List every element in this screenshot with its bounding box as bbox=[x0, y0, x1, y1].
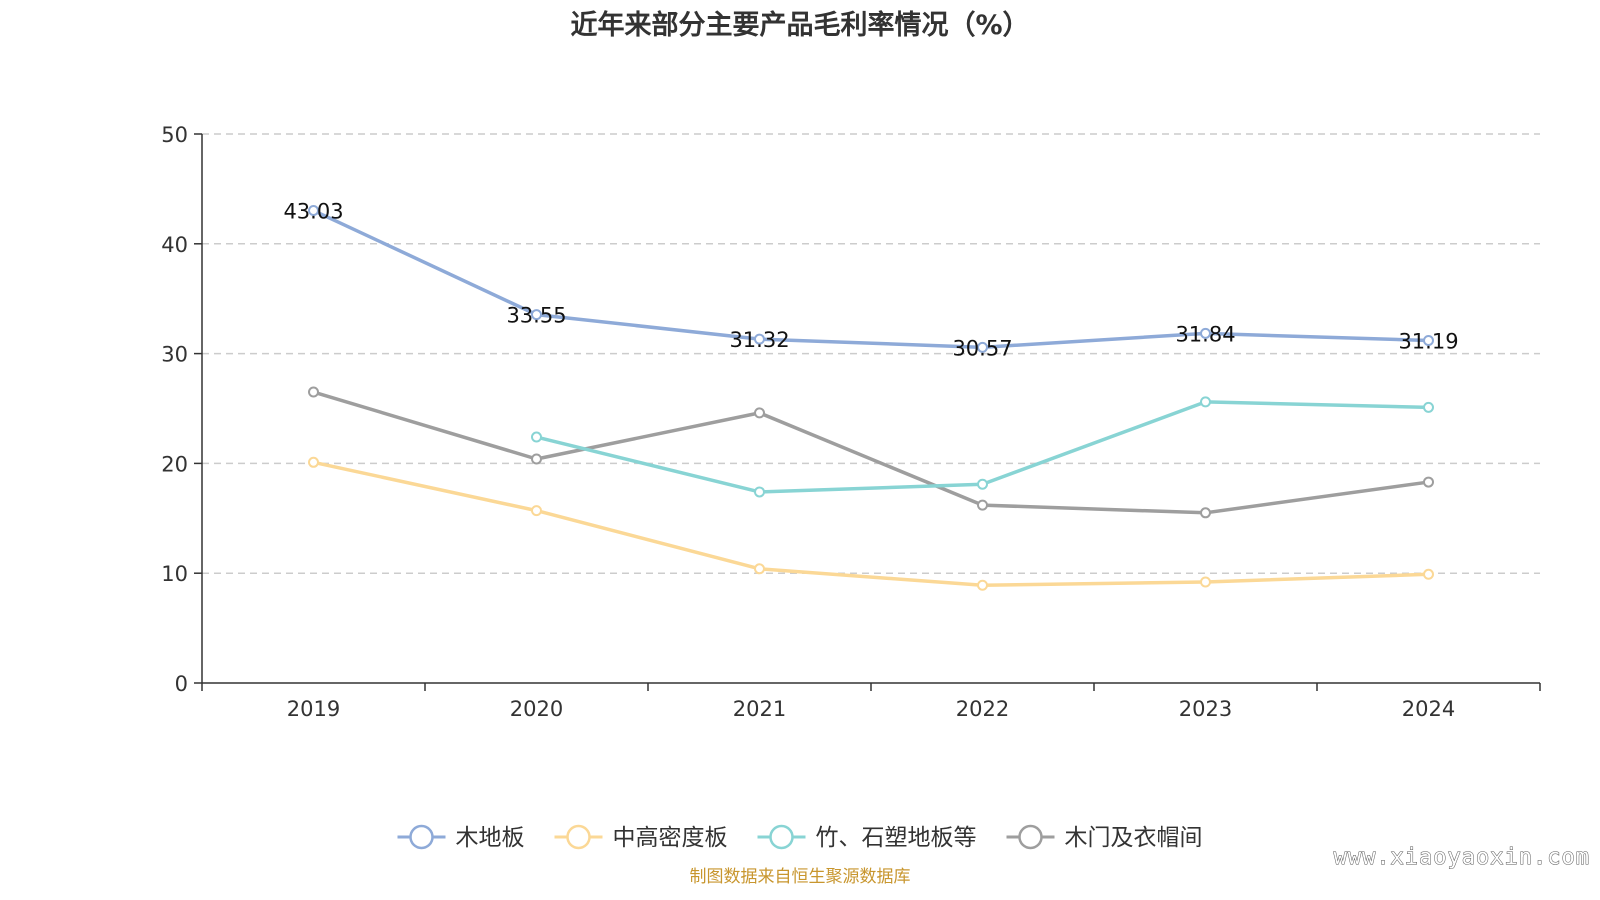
x-tick-label: 2021 bbox=[733, 697, 786, 721]
data-point[interactable] bbox=[531, 453, 542, 465]
data-point[interactable] bbox=[531, 309, 542, 321]
legend-item-3[interactable]: 木门及衣帽间 bbox=[1006, 824, 1203, 851]
y-tick-label: 10 bbox=[161, 562, 188, 586]
legend-circle-icon bbox=[566, 824, 591, 850]
data-label: 31.19 bbox=[1398, 330, 1458, 354]
chart-title: 近年来部分主要产品毛利率情况（%） bbox=[570, 9, 1029, 41]
y-tick-label: 30 bbox=[161, 343, 188, 367]
data-point[interactable] bbox=[531, 431, 542, 443]
series-line bbox=[311, 390, 1431, 515]
source-note: 制图数据来自恒生聚源数据库 bbox=[690, 867, 911, 887]
data-point[interactable] bbox=[1200, 327, 1211, 339]
legend-label: 中高密度板 bbox=[613, 825, 728, 851]
y-tick-label: 0 bbox=[175, 672, 188, 696]
data-point[interactable] bbox=[977, 499, 988, 511]
data-point[interactable] bbox=[977, 341, 988, 353]
watermark: www.xiaoyaoxin.com bbox=[1334, 845, 1590, 870]
y-tick-label: 40 bbox=[161, 233, 188, 257]
series-2 bbox=[531, 396, 1434, 498]
y-tick-label: 20 bbox=[161, 452, 188, 476]
data-point[interactable] bbox=[754, 563, 765, 575]
legend-circle-icon bbox=[1018, 824, 1043, 850]
x-tick-label: 2019 bbox=[287, 697, 340, 721]
data-point[interactable] bbox=[754, 333, 765, 345]
grid-lines bbox=[202, 133, 1540, 574]
data-point[interactable] bbox=[308, 205, 319, 217]
x-tick-label: 2022 bbox=[956, 697, 1009, 721]
x-tick-label: 2024 bbox=[1402, 697, 1455, 721]
data-point[interactable] bbox=[531, 505, 542, 517]
x-tick-label: 2023 bbox=[1179, 697, 1232, 721]
series-line bbox=[311, 208, 1431, 350]
legend-item-0[interactable]: 木地板 bbox=[397, 824, 525, 851]
data-label: 30.57 bbox=[952, 336, 1012, 360]
series-line bbox=[534, 400, 1431, 494]
data-point[interactable] bbox=[1423, 568, 1434, 580]
data-point[interactable] bbox=[308, 456, 319, 468]
data-label: 33.55 bbox=[506, 304, 566, 328]
data-point[interactable] bbox=[977, 579, 988, 591]
series-1 bbox=[308, 456, 1434, 591]
legend-label: 木地板 bbox=[456, 825, 525, 851]
legend-label: 木门及衣帽间 bbox=[1065, 825, 1203, 851]
legend-circle-icon bbox=[769, 824, 794, 850]
data-point[interactable] bbox=[1423, 476, 1434, 488]
data-point[interactable] bbox=[1200, 507, 1211, 519]
x-tick-label: 2020 bbox=[510, 697, 563, 721]
axes: 0 10 20 30 40 50 2019 2020 2021 2022 2023 2024 bbox=[161, 123, 1541, 721]
data-point[interactable] bbox=[1200, 396, 1211, 408]
legend-label: 竹、石塑地板等 bbox=[816, 825, 977, 851]
legend-item-2[interactable]: 竹、石塑地板等 bbox=[757, 824, 977, 851]
y-tick-label: 50 bbox=[161, 123, 188, 147]
data-point[interactable] bbox=[754, 407, 765, 419]
legend-item-1[interactable]: 中高密度板 bbox=[554, 824, 728, 851]
series-line bbox=[311, 460, 1431, 588]
data-label: 31.32 bbox=[729, 328, 789, 352]
series-3 bbox=[308, 386, 1434, 519]
series-0: 43.03 33.55 31.32 30.57 31.84 31.19 bbox=[283, 200, 1458, 361]
data-point[interactable] bbox=[1423, 335, 1434, 347]
data-label: 43.03 bbox=[283, 200, 343, 224]
data-label: 31.84 bbox=[1175, 322, 1235, 346]
data-point[interactable] bbox=[754, 486, 765, 498]
legend-circle-icon bbox=[409, 824, 434, 850]
data-point[interactable] bbox=[308, 386, 319, 398]
legend[interactable]: 木地板 中高密度板 竹、石塑地板等 木门及衣帽间 bbox=[397, 824, 1203, 851]
series-group: 43.03 33.55 31.32 30.57 31.84 31.19 bbox=[283, 200, 1459, 591]
data-point[interactable] bbox=[1423, 401, 1434, 413]
data-point[interactable] bbox=[977, 478, 988, 490]
data-point[interactable] bbox=[1200, 576, 1211, 588]
